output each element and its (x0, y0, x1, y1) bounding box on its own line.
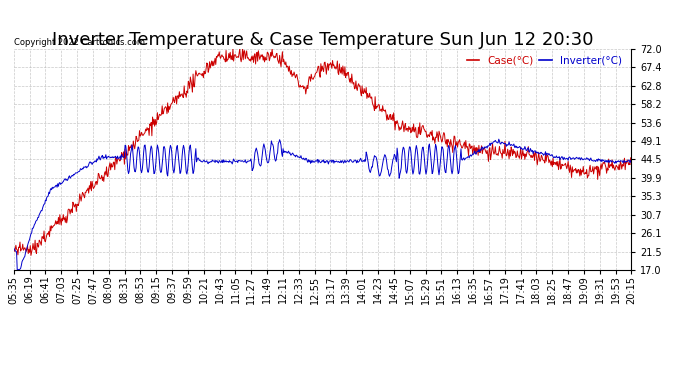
Legend: Case(°C), Inverter(°C): Case(°C), Inverter(°C) (463, 52, 626, 70)
Text: Copyright 2022 Cartronics.com: Copyright 2022 Cartronics.com (14, 38, 145, 46)
Title: Inverter Temperature & Case Temperature Sun Jun 12 20:30: Inverter Temperature & Case Temperature … (52, 31, 593, 49)
